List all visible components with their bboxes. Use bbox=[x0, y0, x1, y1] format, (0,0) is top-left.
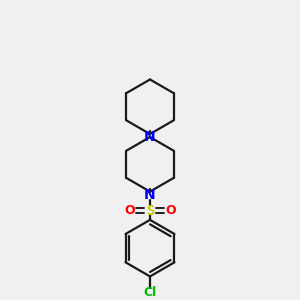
Text: O: O bbox=[165, 204, 175, 217]
Text: N: N bbox=[144, 130, 156, 144]
Text: Cl: Cl bbox=[143, 286, 157, 299]
Text: S: S bbox=[146, 204, 154, 218]
Text: O: O bbox=[124, 204, 135, 217]
Text: N: N bbox=[144, 188, 156, 202]
